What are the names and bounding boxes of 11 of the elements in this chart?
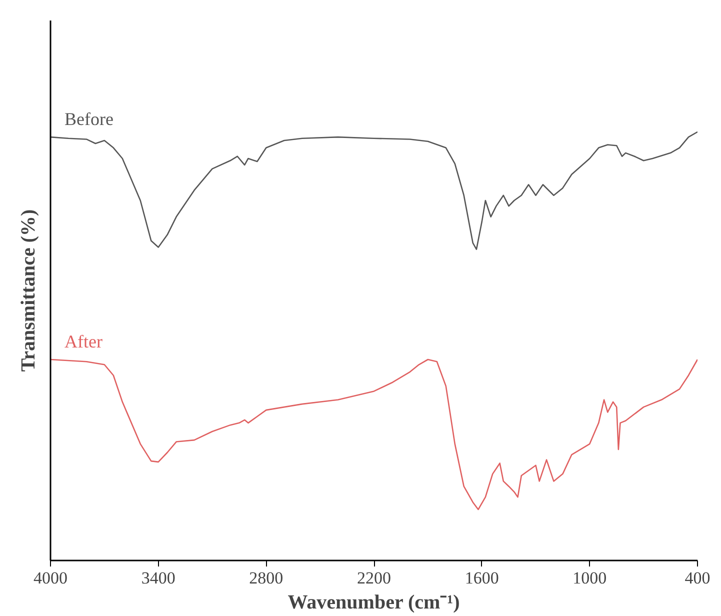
x-tick-label: 3400 <box>141 568 176 588</box>
x-tick-label: 2800 <box>249 568 284 588</box>
x-tick-label: 1600 <box>464 568 499 588</box>
x-axis-title: Wavenumber (cm⁻¹) <box>288 592 460 614</box>
y-axis-title: Transmittance (%) <box>18 209 40 372</box>
x-tick-label: 400 <box>684 568 710 588</box>
x-tick-label: 1000 <box>572 568 607 588</box>
series-label: Before <box>64 109 114 130</box>
x-tick-label: 2200 <box>357 568 391 588</box>
series-label: After <box>64 332 102 352</box>
x-tick-label: 4000 <box>34 568 68 588</box>
